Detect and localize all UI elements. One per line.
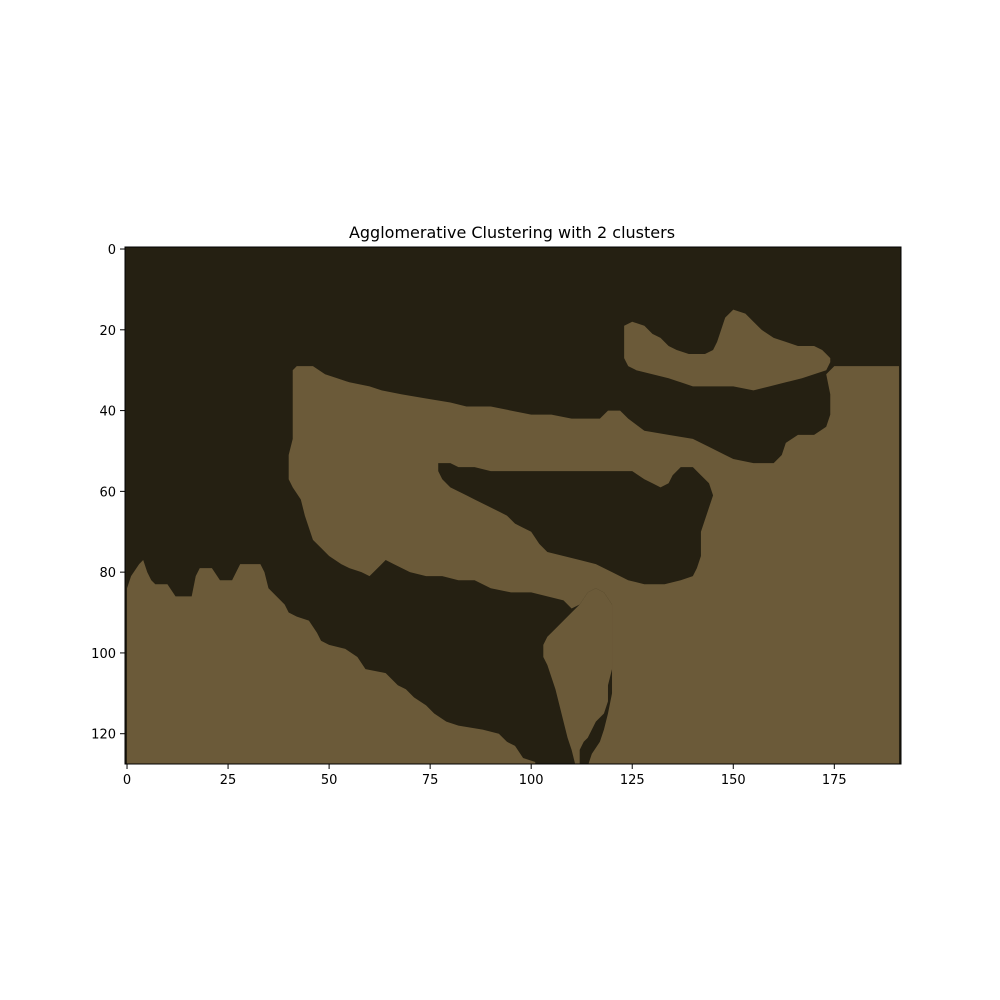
x-tick-label: 100 <box>519 773 544 788</box>
chart-title: Agglomerative Clustering with 2 clusters <box>349 223 675 242</box>
y-tick-label: 40 <box>99 405 116 420</box>
cluster-1-region-3 <box>624 309 831 391</box>
x-tick-label: 125 <box>620 773 645 788</box>
x-tick-label: 25 <box>220 773 237 788</box>
y-tick-label: 20 <box>99 324 116 339</box>
x-tick-label: 0 <box>123 773 131 788</box>
y-tick-label: 120 <box>91 728 116 743</box>
y-tick-label: 0 <box>108 243 116 258</box>
x-axis: 0 25 50 75 100 125 150 175 <box>123 764 847 788</box>
x-tick-label: 150 <box>721 773 746 788</box>
cluster-regions <box>127 309 899 764</box>
x-tick-label: 50 <box>321 773 338 788</box>
y-tick-label: 80 <box>99 566 116 581</box>
cluster-0-region-4 <box>438 463 714 585</box>
y-axis: 0 20 40 60 80 100 120 <box>91 243 125 743</box>
y-tick-label: 60 <box>99 485 116 500</box>
cluster-1-region-1 <box>543 588 613 764</box>
x-tick-label: 175 <box>822 773 847 788</box>
plot-area <box>125 247 901 764</box>
y-tick-label: 100 <box>91 647 116 662</box>
plot-frame <box>124 246 902 765</box>
cluster-1-region-0 <box>127 560 536 764</box>
x-tick-label: 75 <box>422 773 439 788</box>
